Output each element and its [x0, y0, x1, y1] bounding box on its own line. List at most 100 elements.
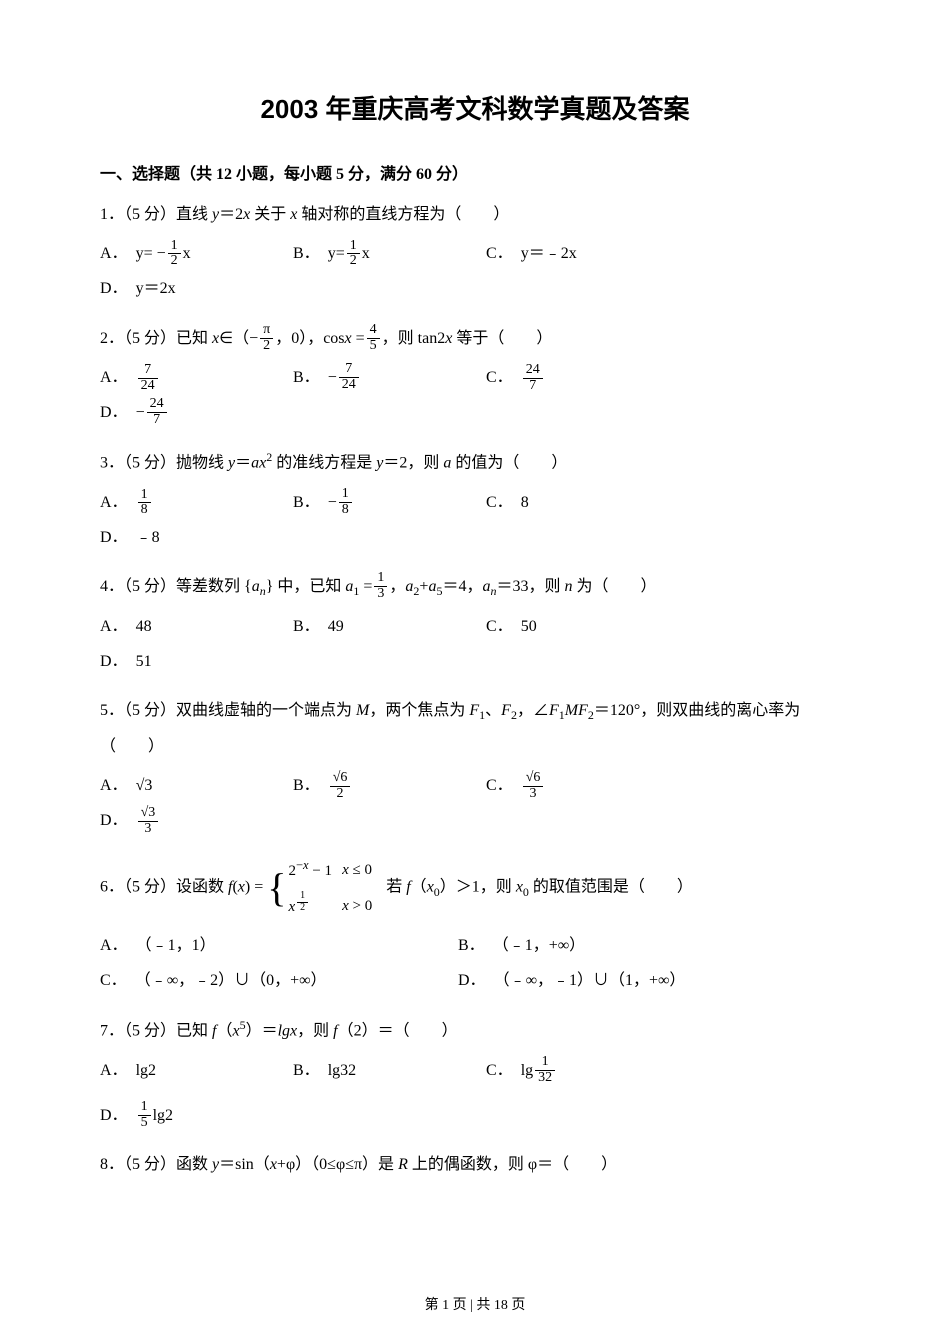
question-6: 6．（5 分）设函数 f(x) = {2−x − 1x ≤ 0x12x > 0 …	[100, 852, 850, 998]
option-label: D．	[100, 644, 128, 679]
option-label: D．	[100, 395, 128, 430]
options-row: A．724B．−724C．247D．−247	[100, 360, 850, 430]
option-B: B．49	[293, 609, 486, 644]
section-heading: 一、选择题（共 12 小题，每小题 5 分，满分 60 分）	[100, 163, 850, 187]
option-A: A．18	[100, 485, 293, 520]
question-stem: 8．（5 分）函数 y＝sin（x+φ）（0≤φ≤π）是 R 上的偶函数，则 φ…	[100, 1147, 850, 1182]
option-value: 51	[136, 644, 152, 679]
question-stem: 4．（5 分）等差数列 {an} 中，已知 a1 = 13，a2+a5＝4，an…	[100, 569, 850, 605]
option-label: B．	[293, 609, 320, 644]
question-7: 7．（5 分）已知 f（x5）＝lgx，则 f（2）＝（ ） A． lg2 B． lg3…	[100, 1012, 850, 1132]
questions-container: 1．（5 分）直线 y＝2x 关于 x 轴对称的直线方程为（ ） A．y = −1…	[100, 197, 850, 1182]
option-label: D．	[100, 271, 128, 306]
option-value: 8	[521, 485, 529, 520]
option-D: D．15lg2	[100, 1088, 293, 1133]
option-A: A．√3	[100, 768, 293, 803]
option-value: −247	[136, 395, 169, 430]
option-label: D．	[100, 803, 128, 838]
option-C: C． √63	[486, 768, 679, 803]
option-value: lg2	[136, 1053, 156, 1088]
option-label: C．	[486, 1053, 513, 1088]
option-label: A．	[100, 485, 128, 520]
option-value: 49	[328, 609, 344, 644]
question-stem: 5．（5 分）双曲线虚轴的一个端点为 M，两个焦点为 F1、F2，∠F1MF2＝…	[100, 693, 850, 764]
option-value: （﹣∞，﹣1）∪（1，+∞）	[494, 963, 686, 998]
question-1: 1．（5 分）直线 y＝2x 关于 x 轴对称的直线方程为（ ） A．y = −1…	[100, 197, 850, 307]
option-label: B．	[293, 236, 320, 271]
option-value: 15lg2	[136, 1088, 173, 1133]
question-3: 3．（5 分）抛物线 y＝ax2 的准线方程是 y＝2，则 a 的值为（ ） A．…	[100, 444, 850, 555]
option-value: y = 12x	[328, 236, 370, 271]
option-label: C．	[486, 485, 513, 520]
option-B: B． √62	[293, 768, 486, 803]
option-C: C．50	[486, 609, 679, 644]
option-B: B． −18	[293, 485, 486, 520]
option-value: √3	[136, 768, 153, 803]
option-D: D．﹣8	[100, 520, 293, 555]
option-label: A．	[100, 928, 128, 963]
option-value: 48	[136, 609, 152, 644]
question-stem: 3．（5 分）抛物线 y＝ax2 的准线方程是 y＝2，则 a 的值为（ ）	[100, 444, 850, 481]
option-value: lg32	[328, 1053, 356, 1088]
option-value: y＝﹣2x	[521, 236, 577, 271]
option-value: （﹣1，+∞）	[493, 928, 585, 963]
option-C: C．247	[486, 360, 679, 395]
option-value: −18	[328, 485, 354, 520]
question-stem: 1．（5 分）直线 y＝2x 关于 x 轴对称的直线方程为（ ）	[100, 197, 850, 232]
option-C: C．8	[486, 485, 679, 520]
option-value: √63	[521, 768, 546, 803]
option-label: B．	[293, 768, 320, 803]
option-label: C．	[486, 768, 513, 803]
page-footer: 第 1 页 | 共 18 页	[0, 1295, 950, 1316]
option-D: D．−247	[100, 395, 293, 430]
option-B: B．−724	[293, 360, 486, 395]
question-stem: 7．（5 分）已知 f（x5）＝lgx，则 f（2）＝（ ）	[100, 1012, 850, 1049]
question-5: 5．（5 分）双曲线虚轴的一个端点为 M，两个焦点为 F1、F2，∠F1MF2＝…	[100, 693, 850, 838]
options-row: A．18B．−18C．8D．﹣8	[100, 485, 850, 555]
option-label: A．	[100, 1053, 128, 1088]
option-value: ﹣8	[136, 520, 160, 555]
option-B: B． lg32	[293, 1053, 486, 1088]
question-4: 4．（5 分）等差数列 {an} 中，已知 a1 = 13，a2+a5＝4，an…	[100, 569, 850, 679]
question-8: 8．（5 分）函数 y＝sin（x+φ）（0≤φ≤π）是 R 上的偶函数，则 φ…	[100, 1147, 850, 1182]
option-value: 247	[521, 360, 545, 395]
option-label: C．	[486, 236, 513, 271]
option-A: A．724	[100, 360, 293, 395]
options-row: A．48B．49C．50D．51	[100, 609, 850, 679]
option-D: D． √33	[100, 803, 293, 838]
option-A: A． lg2	[100, 1053, 293, 1088]
option-C: C．（﹣∞，﹣2）∪（0，+∞）	[100, 963, 458, 998]
option-A: A．y = −12x	[100, 236, 293, 271]
option-label: D．	[100, 520, 128, 555]
option-B: B．y = 12x	[293, 236, 486, 271]
question-stem: 6．（5 分）设函数 f(x) = {2−x − 1x ≤ 0x12x > 0 …	[100, 852, 850, 924]
option-value: 18	[136, 485, 153, 520]
option-value: √33	[136, 803, 161, 838]
options-row: A． lg2 B． lg32 C．lg132 D．15lg2	[100, 1053, 850, 1133]
option-A: A．48	[100, 609, 293, 644]
question-stem: 2．（5 分）已知 x∈（−π2，0），cosx = 45，则 tan2x 等于…	[100, 321, 850, 356]
option-C: C．y＝﹣2x	[486, 236, 679, 271]
option-value: √62	[328, 768, 353, 803]
option-value: （﹣1，1）	[136, 928, 216, 963]
exam-page: 2003 年重庆高考文科数学真题及答案 一、选择题（共 12 小题，每小题 5 …	[0, 0, 950, 1344]
option-label: D．	[100, 1098, 128, 1133]
option-C: C．lg132	[486, 1053, 679, 1088]
option-value: 50	[521, 609, 537, 644]
option-value: −724	[328, 360, 361, 395]
option-value: （﹣∞，﹣2）∪（0，+∞）	[135, 963, 327, 998]
option-D: D．（﹣∞，﹣1）∪（1，+∞）	[458, 963, 816, 998]
options-row: A．（﹣1，1）B．（﹣1，+∞）C．（﹣∞，﹣2）∪（0，+∞）D．（﹣∞，﹣…	[100, 928, 850, 998]
question-2: 2．（5 分）已知 x∈（−π2，0），cosx = 45，则 tan2x 等于…	[100, 321, 850, 431]
options-row: A．y = −12xB．y = 12xC．y＝﹣2xD．y＝2x	[100, 236, 850, 306]
document-title: 2003 年重庆高考文科数学真题及答案	[100, 90, 850, 129]
option-value: lg132	[521, 1053, 557, 1088]
option-label: B．	[293, 1053, 320, 1088]
option-label: B．	[293, 485, 320, 520]
options-row: A．√3B．√62C．√63D．√33	[100, 768, 850, 838]
option-D: D．y＝2x	[100, 271, 293, 306]
option-label: A．	[100, 609, 128, 644]
option-label: A．	[100, 768, 128, 803]
option-label: D．	[458, 963, 486, 998]
option-label: B．	[293, 360, 320, 395]
